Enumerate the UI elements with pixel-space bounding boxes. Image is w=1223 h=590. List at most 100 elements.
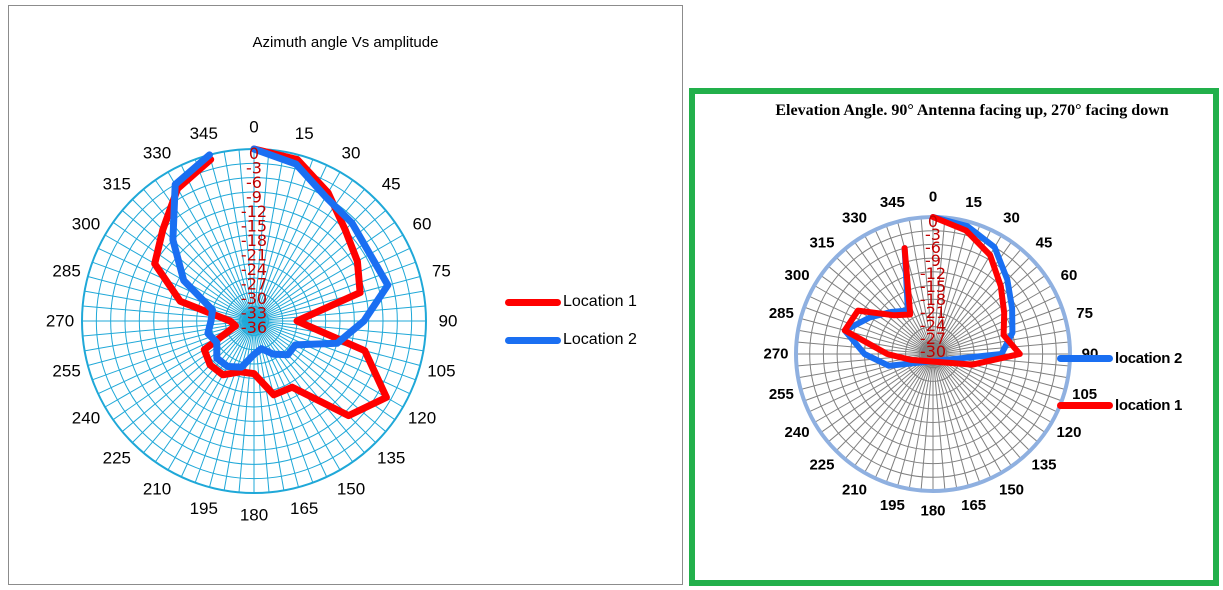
polar-spoke — [223, 320, 255, 491]
radial-tick-label: -6 — [925, 238, 941, 257]
polar-spoke — [154, 320, 255, 463]
radial-tick-label: -9 — [246, 188, 262, 207]
angle-tick-label: 135 — [377, 449, 405, 468]
radial-tick-label: -21 — [920, 303, 946, 322]
polar-spoke — [209, 320, 255, 488]
polar-spoke — [854, 353, 934, 467]
angle-tick-label: 75 — [1076, 305, 1093, 322]
angle-tick-label: 60 — [413, 215, 432, 234]
polar-spoke — [253, 320, 404, 408]
polar-spoke — [932, 265, 1039, 355]
radial-tick-label: -12 — [241, 202, 267, 221]
angle-tick-label: 0 — [249, 118, 258, 137]
angle-tick-label: 225 — [103, 449, 131, 468]
angle-tick-label: 60 — [1061, 267, 1078, 284]
polar-spoke — [82, 320, 255, 337]
polar-spoke — [112, 320, 255, 421]
polar-spoke — [808, 295, 934, 355]
polar-spoke — [253, 164, 328, 322]
radial-tick-label: -12 — [920, 264, 946, 283]
angle-tick-label: 75 — [432, 261, 451, 280]
polar-spoke — [844, 248, 934, 355]
angle-tick-label: 315 — [103, 174, 131, 193]
angle-tick-label: 345 — [190, 124, 218, 143]
angle-tick-label: 300 — [785, 267, 810, 284]
polar-spoke — [796, 353, 934, 367]
legend-item-location-2-right: location 2 — [1057, 350, 1182, 367]
polar-spoke — [253, 320, 328, 478]
polar-spoke — [167, 320, 255, 471]
angle-tick-label: 195 — [880, 497, 905, 514]
polar-spoke — [143, 188, 255, 322]
radial-tick-label: -24 — [241, 260, 267, 279]
series-line-location-2 — [169, 145, 392, 371]
polar-spoke — [87, 276, 255, 322]
polar-spoke — [932, 353, 992, 479]
angle-tick-label: 30 — [1003, 210, 1020, 227]
angle-tick-label: 315 — [809, 234, 834, 251]
polar-spoke — [932, 217, 946, 355]
polar-spoke — [932, 248, 1022, 355]
angle-tick-label: 45 — [1036, 234, 1053, 251]
angle-tick-label: 15 — [295, 124, 314, 143]
angle-tick-label: 330 — [143, 143, 171, 162]
polar-spoke — [932, 275, 1046, 355]
radial-tick-label: -15 — [241, 217, 267, 236]
radial-tick-label: -24 — [920, 316, 946, 335]
elevation-chart-title: Elevation Angle. 90° Antenna facing up, … — [775, 102, 1169, 119]
polar-spoke — [253, 247, 411, 322]
polar-spoke — [253, 320, 341, 471]
polar-spoke — [253, 159, 314, 322]
polar-spoke — [253, 320, 426, 337]
polar-spoke — [932, 353, 958, 490]
polar-spoke — [180, 320, 255, 478]
polar-spoke — [827, 265, 934, 355]
legend-swatch-location-1-right — [1057, 402, 1113, 409]
polar-spoke — [835, 256, 934, 355]
polar-spoke — [253, 188, 365, 322]
polar-spoke — [132, 199, 255, 322]
angle-tick-label: 285 — [52, 261, 80, 280]
polar-spoke — [253, 320, 411, 395]
angle-tick-label: 210 — [143, 480, 171, 499]
legend-item-location-1: Location 1 — [505, 293, 637, 311]
polar-spoke — [253, 320, 387, 432]
azimuth-chart-panel: Azimuth angle Vs amplitude 0 15 30 45 60 75 90… — [8, 5, 683, 585]
polar-spoke — [143, 320, 255, 454]
legend-label-location-2-right: location 2 — [1115, 350, 1183, 367]
radial-tick-label: -9 — [925, 251, 941, 270]
polar-spoke — [238, 320, 255, 493]
angle-tick-label: 225 — [809, 457, 834, 474]
radial-tick-label: -18 — [241, 231, 267, 250]
radial-tick-label: -3 — [246, 159, 262, 178]
polar-spoke — [874, 353, 934, 479]
angle-tick-label: 120 — [1056, 424, 1081, 441]
polar-spoke — [932, 295, 1058, 355]
polar-spoke — [932, 221, 969, 355]
legend-label-location-1: Location 1 — [563, 293, 637, 310]
polar-spoke — [932, 353, 981, 483]
polar-spoke — [253, 151, 285, 322]
angle-tick-label: 45 — [382, 174, 401, 193]
polar-spoke — [908, 218, 934, 355]
polar-spoke — [132, 320, 255, 443]
polar-spoke — [932, 353, 1046, 433]
polar-spoke — [932, 306, 1062, 355]
polar-spoke — [104, 320, 255, 408]
polar-spoke — [932, 256, 1031, 355]
legend-swatch-location-2 — [505, 336, 561, 344]
polar-spoke — [97, 247, 255, 322]
angle-tick-label: 345 — [880, 194, 905, 211]
polar-spoke — [167, 171, 255, 322]
polar-spoke — [253, 320, 416, 381]
polar-spoke — [897, 221, 934, 355]
angle-tick-label: 120 — [408, 409, 436, 428]
polar-spoke — [194, 320, 255, 483]
angle-tick-label: 330 — [842, 210, 867, 227]
elevation-chart-panel: Elevation Angle. 90° Antenna facing up, … — [689, 88, 1219, 586]
legend-item-location-2: Location 2 — [505, 331, 637, 349]
polar-spoke — [885, 353, 934, 483]
legend-item-location-1-right: location 1 — [1057, 397, 1182, 414]
angle-tick-label: 150 — [999, 481, 1024, 498]
legend-swatch-location-2-right — [1057, 355, 1113, 362]
